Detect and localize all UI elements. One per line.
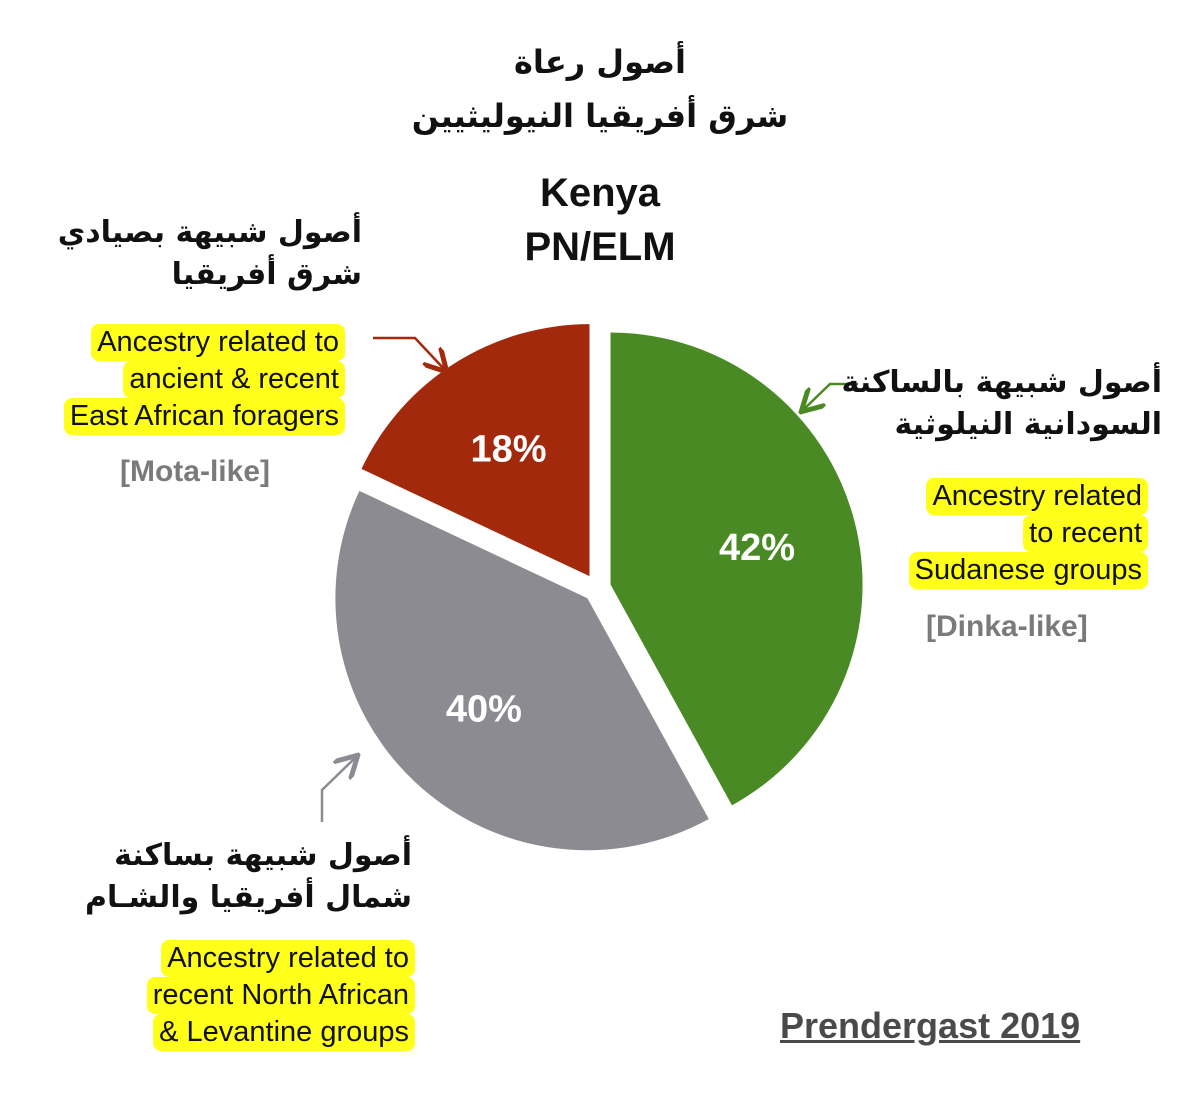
label-green-arabic: أصول شبيهة بالساكنة السودانية النيلوثية <box>842 362 1162 446</box>
ar-line: أصول شبيهة بساكنة <box>114 838 412 873</box>
ar-line: أصول شبيهة بصيادي <box>57 215 362 250</box>
title-line-1: أصول رعاة <box>513 43 687 81</box>
slice-label-gray: 40% <box>446 688 522 730</box>
arrow-red <box>373 336 445 370</box>
pie-slice-gray <box>335 490 709 851</box>
label-green-english: Ancestry related to recent Sudanese grou… <box>908 478 1148 589</box>
subtitle-line-2: PN/ELM <box>524 225 676 269</box>
label-red-arabic: أصول شبيهة بصيادي شرق أفريقيا <box>58 212 362 296</box>
pie-slice-green <box>610 332 863 806</box>
slice-label-green: 42% <box>719 527 795 569</box>
en-line: ancient & recent <box>123 361 345 398</box>
arrow-green <box>803 382 858 410</box>
title-arabic: أصول رعاة شرق أفريقيا النيوليثيين <box>400 35 800 143</box>
subtitle: Kenya PN/ELM <box>450 166 750 274</box>
label-red-english: Ancestry related to ancient & recent Eas… <box>63 324 345 435</box>
arrow-gray <box>320 757 356 822</box>
tag-dinka: [Dinka-like] <box>926 610 1088 643</box>
ar-line: شرق أفريقيا <box>171 257 362 292</box>
en-line: & Levantine groups <box>153 1014 415 1051</box>
title-line-2: شرق أفريقيا النيوليثيين <box>411 97 789 135</box>
tag-mota: [Mota-like] <box>120 455 270 488</box>
en-line: recent North African <box>146 977 415 1014</box>
en-line: Ancestry related to <box>91 324 345 361</box>
ar-line: أصول شبيهة بالساكنة <box>841 365 1162 400</box>
ar-line: شمال أفريقيا والشـام <box>85 880 412 915</box>
pie-slice-red <box>361 324 590 577</box>
en-line: Ancestry related <box>926 478 1148 515</box>
label-gray-english: Ancestry related to recent North African… <box>146 940 415 1051</box>
citation: Prendergast 2019 <box>780 1005 1081 1046</box>
subtitle-line-1: Kenya <box>539 171 661 215</box>
slice-label-red: 18% <box>470 429 546 471</box>
en-line: Ancestry related to <box>161 940 415 977</box>
ar-line: السودانية النيلوثية <box>894 407 1162 442</box>
en-line: East African foragers <box>63 398 345 435</box>
label-gray-arabic: أصول شبيهة بساكنة شمال أفريقيا والشـام <box>85 835 412 919</box>
en-line: Sudanese groups <box>908 552 1148 589</box>
en-line: to recent <box>1023 515 1148 552</box>
